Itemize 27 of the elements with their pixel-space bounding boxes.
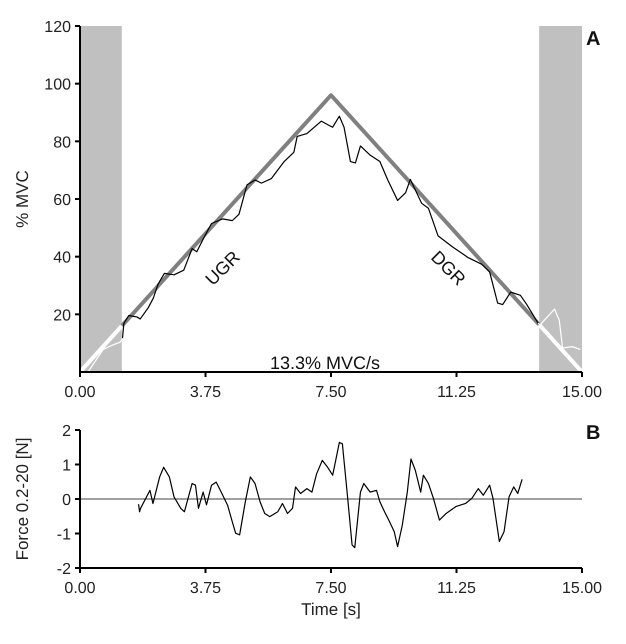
x-tick-label: 3.75: [190, 580, 222, 597]
y-tick-label: 60: [53, 192, 72, 209]
x-tick-label: 11.25: [437, 384, 476, 401]
x-tick-label: 7.50: [315, 384, 347, 401]
y-axis-title: % MVC: [13, 170, 32, 228]
x-tick-label: 0.00: [64, 580, 96, 597]
y-tick-label: 80: [53, 134, 72, 152]
x-tick-label: 15.00: [562, 384, 602, 401]
y-tick-label: -1: [56, 526, 72, 544]
y-tick-label: 120: [44, 19, 72, 36]
x-tick-label: 11.25: [437, 580, 476, 597]
y-tick-label: -2: [56, 561, 72, 578]
y-tick-label: 100: [44, 76, 72, 94]
y-tick-label: 40: [53, 250, 72, 267]
x-tick-label: 3.75: [190, 384, 222, 401]
y-axis-title: Force 0.2-20 [N]: [13, 438, 32, 560]
y-tick-label: 20: [53, 307, 72, 324]
y-tick-label: 0: [62, 492, 72, 509]
y-tick-label: 1: [62, 458, 72, 474]
annotation: 13.3% MVC/s: [270, 353, 380, 374]
text: B: [586, 422, 600, 445]
x-tick-label: 7.50: [315, 580, 347, 597]
x-axis-title: Time [s]: [300, 600, 362, 620]
x-tick-label: 0.00: [64, 384, 96, 401]
x-tick-label: 15.00: [562, 580, 602, 597]
text: A: [586, 28, 600, 51]
y-tick-label: 2: [62, 423, 72, 440]
